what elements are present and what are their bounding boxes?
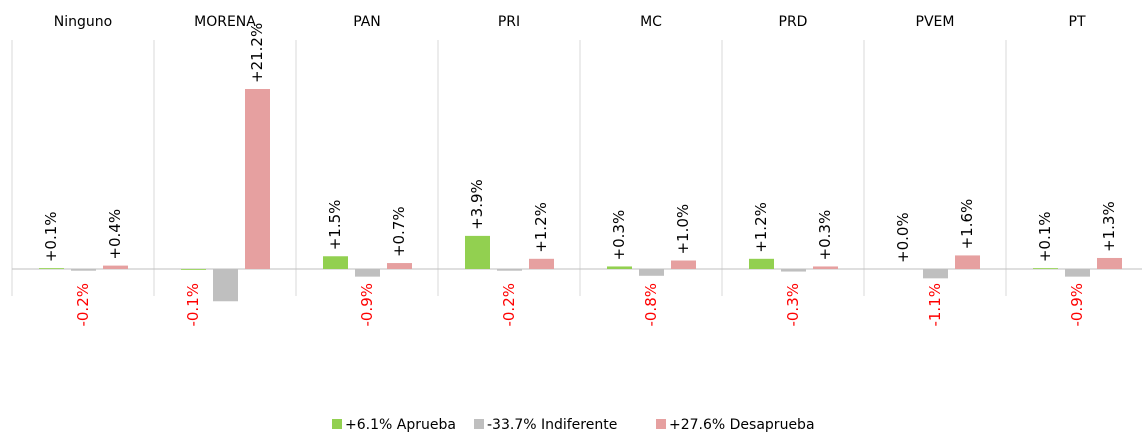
value-label: +1.5% xyxy=(326,200,344,251)
bar xyxy=(245,89,270,269)
panel-title: MC xyxy=(640,14,662,30)
bar xyxy=(749,258,774,269)
bar xyxy=(781,269,806,272)
bar xyxy=(607,266,632,269)
value-label: +1.2% xyxy=(752,202,770,253)
value-label: -0.1% xyxy=(184,283,202,327)
value-label: +0.1% xyxy=(1036,211,1054,262)
value-label: +0.3% xyxy=(610,210,628,261)
value-label: -0.9% xyxy=(358,283,376,327)
bar xyxy=(639,269,664,276)
bar xyxy=(1065,269,1090,277)
value-label: +0.0% xyxy=(894,212,912,263)
panel-title: PAN xyxy=(353,14,381,30)
bar xyxy=(1097,257,1122,269)
bar xyxy=(323,256,348,269)
panel-title: PVEM xyxy=(916,14,955,30)
panel-title: PRI xyxy=(498,14,520,30)
bar xyxy=(355,269,380,277)
value-label: +1.0% xyxy=(674,204,692,255)
bar xyxy=(387,263,412,269)
value-label: +0.7% xyxy=(390,206,408,257)
legend-swatch xyxy=(656,419,666,429)
value-label: +0.1% xyxy=(42,211,60,262)
value-label: +1.3% xyxy=(1100,201,1118,252)
value-label: +3.9% xyxy=(468,179,486,230)
bar xyxy=(465,235,490,269)
bar xyxy=(529,258,554,269)
legend-swatch xyxy=(474,419,484,429)
value-label: -1.1% xyxy=(926,283,944,327)
panel-title: PRD xyxy=(779,14,808,30)
bar xyxy=(671,260,696,269)
bar xyxy=(103,265,128,269)
legend-swatch xyxy=(332,419,342,429)
bar xyxy=(813,266,838,269)
value-label: +1.2% xyxy=(532,202,550,253)
legend-label: +6.1% Aprueba xyxy=(345,417,456,433)
value-label: +1.6% xyxy=(958,199,976,250)
bar xyxy=(923,269,948,279)
value-label: -0.2% xyxy=(500,283,518,327)
value-label: -0.8% xyxy=(642,283,660,327)
value-label: -0.2% xyxy=(74,283,92,327)
legend-label: +27.6% Desaprueba xyxy=(669,417,815,433)
bar xyxy=(71,269,96,271)
panel-title: Ninguno xyxy=(54,14,112,30)
bar xyxy=(497,269,522,271)
bar xyxy=(181,269,206,270)
value-label: +21.2% xyxy=(248,23,266,83)
value-label: -0.3% xyxy=(784,283,802,327)
bar xyxy=(1033,268,1058,269)
bar xyxy=(213,269,238,302)
value-label: +0.4% xyxy=(106,209,124,260)
value-label: -0.9% xyxy=(1068,283,1086,327)
bar xyxy=(39,268,64,269)
value-label: +0.3% xyxy=(816,210,834,261)
panel-title: PT xyxy=(1069,14,1086,30)
legend-label: -33.7% Indiferente xyxy=(487,417,617,433)
bar xyxy=(955,255,980,269)
panel-title: MORENA xyxy=(194,14,256,30)
